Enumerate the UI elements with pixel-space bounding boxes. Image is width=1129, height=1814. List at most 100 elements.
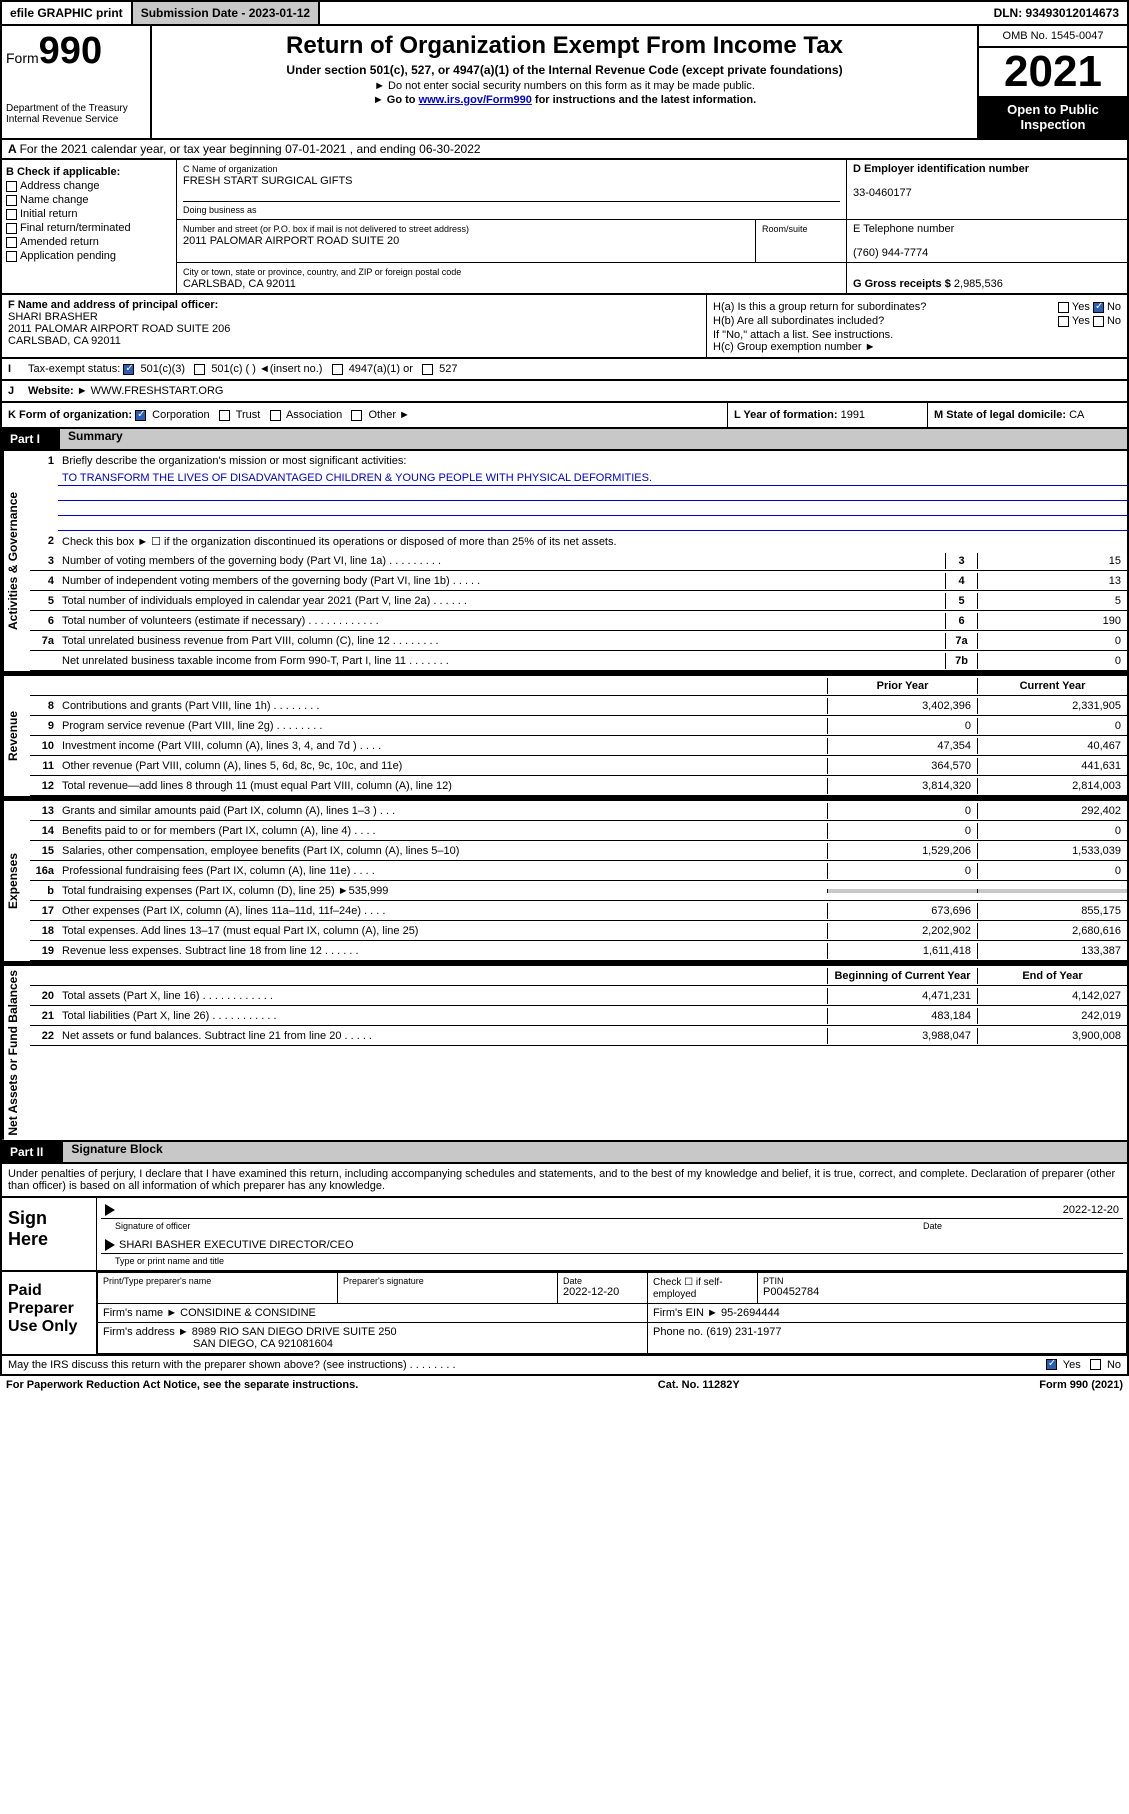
firm-name: CONSIDINE & CONSIDINE	[180, 1307, 316, 1319]
header-mid: Return of Organization Exempt From Incom…	[152, 26, 977, 138]
chk-corp[interactable]	[135, 410, 146, 421]
line-value: 5	[977, 593, 1127, 609]
chk-address-change[interactable]: Address change	[6, 180, 172, 192]
dba-label: Doing business as	[183, 205, 257, 215]
chk-application-pending[interactable]: Application pending	[6, 250, 172, 262]
officer-info: F Name and address of principal officer:…	[2, 295, 707, 357]
summary-line: 4Number of independent voting members of…	[30, 571, 1127, 591]
line-value: 13	[977, 573, 1127, 589]
officer-name: SHARI BASHER EXECUTIVE DIRECTOR/CEO	[119, 1239, 354, 1251]
preparer-table: Print/Type preparer's name Preparer's si…	[97, 1272, 1127, 1354]
header-right: OMB No. 1545-0047 2021 Open to Public In…	[977, 26, 1127, 138]
sign-here-label: Sign Here	[2, 1198, 97, 1270]
summary-line: 21Total liabilities (Part X, line 26) . …	[30, 1006, 1127, 1026]
note-ssn: ► Do not enter social security numbers o…	[160, 80, 969, 92]
chk-527[interactable]	[422, 364, 433, 375]
prior-year-value: 0	[827, 863, 977, 879]
row-a-tax-year: A For the 2021 calendar year, or tax yea…	[0, 140, 1129, 160]
gross-receipts-cell: G Gross receipts $ 2,985,536	[847, 263, 1127, 293]
current-year-value: 2,814,003	[977, 778, 1127, 794]
dept-label: Department of the Treasury Internal Reve…	[6, 103, 146, 125]
ha-yes[interactable]	[1058, 302, 1069, 313]
chk-final-return[interactable]: Final return/terminated	[6, 222, 172, 234]
current-year-value: 242,019	[977, 1008, 1127, 1024]
prior-year-value: 3,988,047	[827, 1028, 977, 1044]
chk-initial-return[interactable]: Initial return	[6, 208, 172, 220]
omb-number: OMB No. 1545-0047	[979, 26, 1127, 48]
summary-line: 14Benefits paid to or for members (Part …	[30, 821, 1127, 841]
summary-line: 17Other expenses (Part IX, column (A), l…	[30, 901, 1127, 921]
state-domicile: M State of legal domicile: CA	[927, 403, 1127, 427]
hb-yes[interactable]	[1058, 316, 1069, 327]
summary-line: 19Revenue less expenses. Subtract line 1…	[30, 941, 1127, 961]
form-header: Form990 Department of the Treasury Inter…	[0, 26, 1129, 140]
col-header-prior: Prior Year	[827, 678, 977, 694]
chk-501c[interactable]	[194, 364, 205, 375]
current-year-value: 855,175	[977, 903, 1127, 919]
prior-year-value: 364,570	[827, 758, 977, 774]
section-fh: F Name and address of principal officer:…	[0, 295, 1129, 359]
summary-line: bTotal fundraising expenses (Part IX, co…	[30, 881, 1127, 901]
prior-year-value: 483,184	[827, 1008, 977, 1024]
ha-no[interactable]	[1093, 302, 1104, 313]
current-year-value: 0	[977, 718, 1127, 734]
hb-no[interactable]	[1093, 316, 1104, 327]
discuss-row: May the IRS discuss this return with the…	[0, 1356, 1129, 1376]
current-year-value: 292,402	[977, 803, 1127, 819]
preparer-row: Paid Preparer Use Only Print/Type prepar…	[0, 1272, 1129, 1356]
current-year-value: 2,680,616	[977, 923, 1127, 939]
website-value: WWW.FRESHSTART.ORG	[91, 385, 224, 397]
summary-line: 20Total assets (Part X, line 16) . . . .…	[30, 986, 1127, 1006]
submission-date-button[interactable]: Submission Date - 2023-01-12	[133, 2, 320, 24]
top-bar: efile GRAPHIC print Submission Date - 20…	[0, 0, 1129, 26]
phone-value: (760) 944-7774	[853, 247, 928, 259]
room-suite-cell: Room/suite	[756, 220, 846, 262]
ptin-value: P00452784	[763, 1286, 819, 1298]
prior-year-value: 1,611,418	[827, 943, 977, 959]
section-vertical-label: Revenue	[2, 676, 30, 796]
chk-assoc[interactable]	[270, 410, 281, 421]
efile-label: efile GRAPHIC print	[2, 2, 133, 24]
summary-line: 9Program service revenue (Part VIII, lin…	[30, 716, 1127, 736]
col-b-checkboxes: B Check if applicable: Address change Na…	[2, 160, 177, 293]
part2-header: Part II Signature Block	[0, 1142, 1129, 1164]
header-left: Form990 Department of the Treasury Inter…	[2, 26, 152, 138]
chk-4947[interactable]	[332, 364, 343, 375]
sign-here-row: Sign Here 2022-12-20 Signature of office…	[0, 1198, 1129, 1272]
preparer-label: Paid Preparer Use Only	[2, 1272, 97, 1354]
section-vertical-label: Activities & Governance	[2, 451, 30, 671]
irs-link[interactable]: www.irs.gov/Form990	[419, 94, 532, 106]
chk-trust[interactable]	[219, 410, 230, 421]
current-year-value: 0	[977, 823, 1127, 839]
chk-other[interactable]	[351, 410, 362, 421]
discuss-yes[interactable]	[1046, 1359, 1057, 1370]
discuss-no[interactable]	[1090, 1359, 1101, 1370]
firm-ein: 95-2694444	[721, 1307, 780, 1319]
part1-header: Part I Summary	[0, 429, 1129, 451]
prior-year-value: 3,814,320	[827, 778, 977, 794]
col-header-current: Current Year	[977, 678, 1127, 694]
form-subtitle: Under section 501(c), 527, or 4947(a)(1)…	[160, 63, 969, 77]
row-j-website: J Website: ► WWW.FRESHSTART.ORG	[0, 381, 1129, 403]
line-value: 15	[977, 553, 1127, 569]
line-value: 0	[977, 633, 1127, 649]
org-name-cell: C Name of organization FRESH START SURGI…	[177, 160, 847, 219]
summary-line: 3Number of voting members of the governi…	[30, 551, 1127, 571]
col-header-current: End of Year	[977, 968, 1127, 984]
line-value: 0	[977, 653, 1127, 669]
prior-year-value: 47,354	[827, 738, 977, 754]
sign-here-fields: 2022-12-20 Signature of officer Date SHA…	[97, 1198, 1127, 1270]
summary-line: 5Total number of individuals employed in…	[30, 591, 1127, 611]
current-year-value: 0	[977, 863, 1127, 879]
section-vertical-label: Expenses	[2, 801, 30, 961]
hc-label: H(c) Group exemption number ►	[713, 341, 1121, 353]
chk-name-change[interactable]: Name change	[6, 194, 172, 206]
chk-501c3[interactable]	[123, 364, 134, 375]
summary-section: Activities & Governance1Briefly describe…	[0, 451, 1129, 673]
prior-year-value: 4,471,231	[827, 988, 977, 1004]
dln-label: DLN: 93493012014673	[986, 2, 1127, 24]
current-year-value: 3,900,008	[977, 1028, 1127, 1044]
summary-line: 22Net assets or fund balances. Subtract …	[30, 1026, 1127, 1046]
summary-line: 7aTotal unrelated business revenue from …	[30, 631, 1127, 651]
chk-amended-return[interactable]: Amended return	[6, 236, 172, 248]
